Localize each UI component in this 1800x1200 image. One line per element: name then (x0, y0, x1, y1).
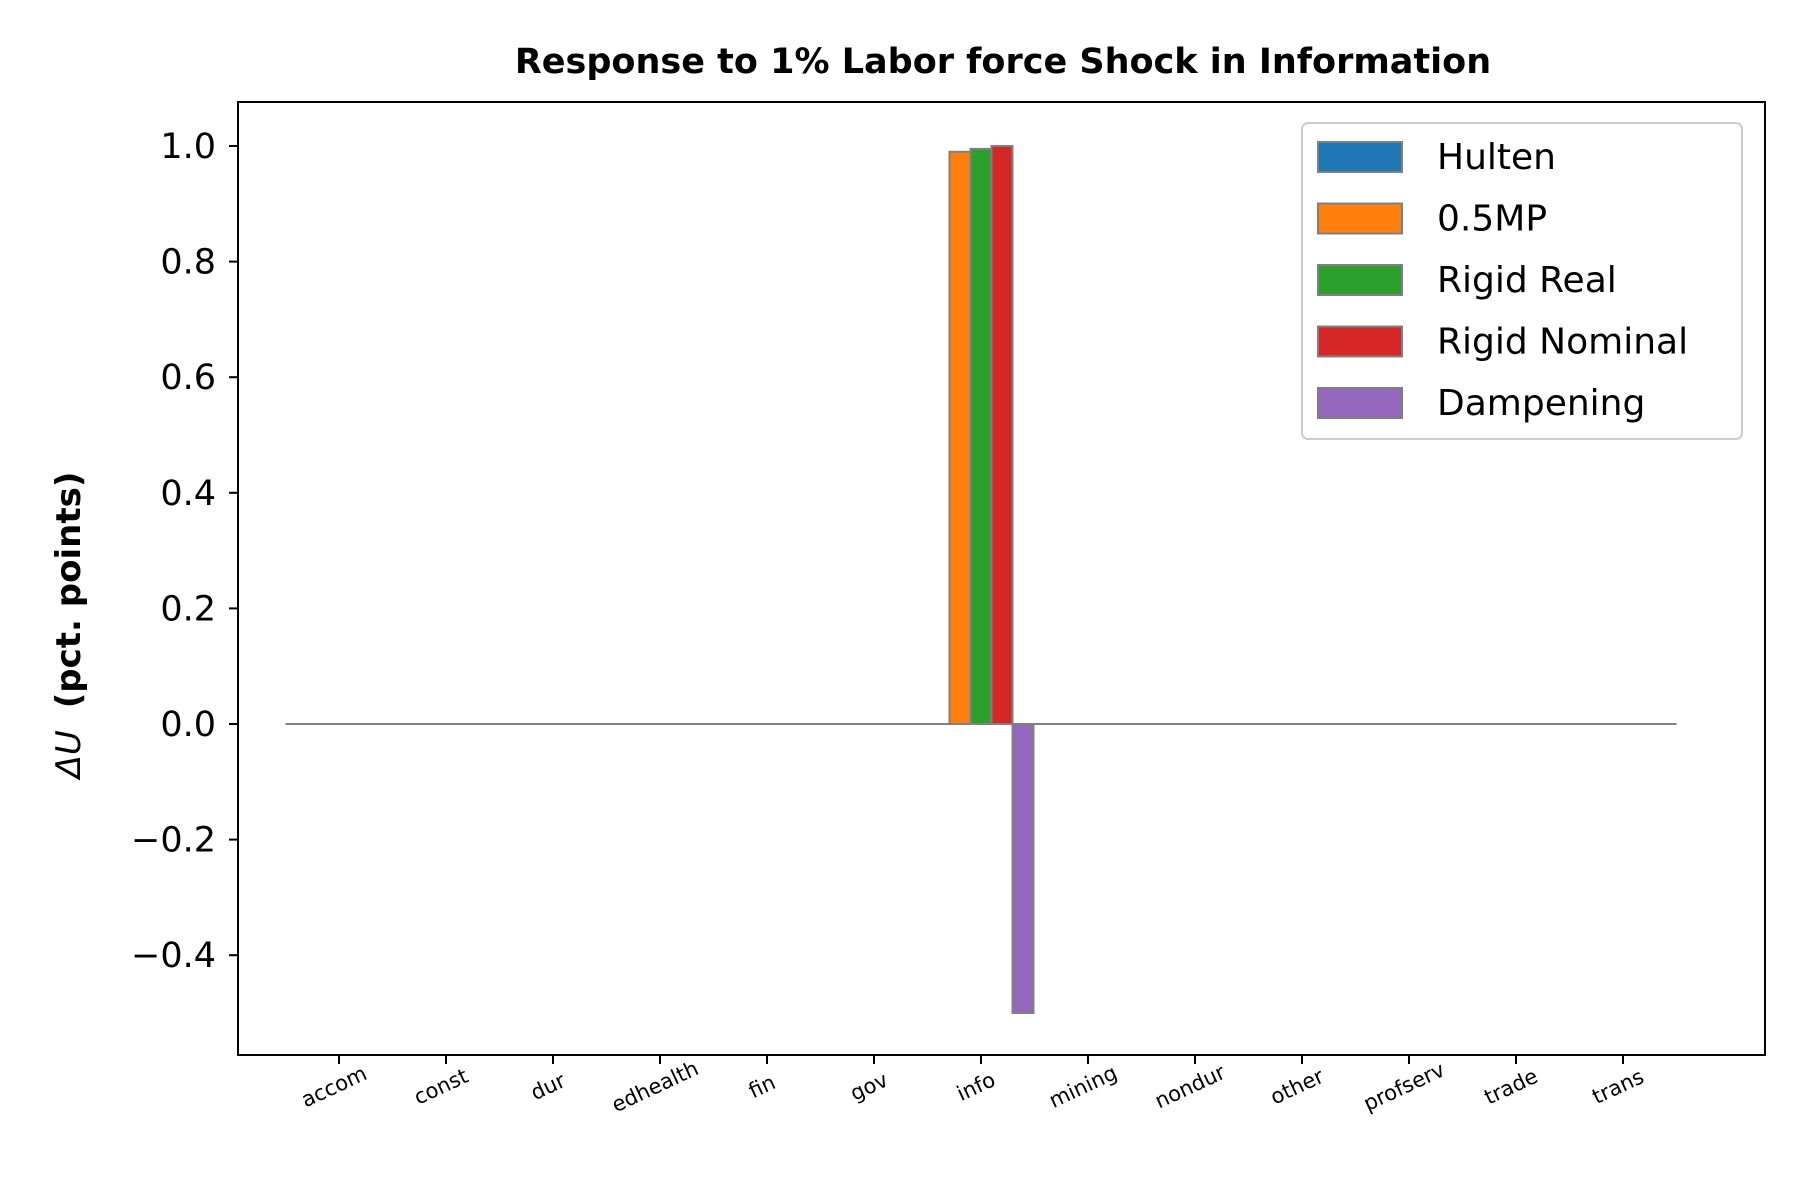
bars-layer (285, 145, 1677, 1014)
y-tick-label: 0.0 (160, 705, 216, 745)
x-tick-label: edhealth (608, 1056, 702, 1117)
legend-swatch-rigid-real (1317, 264, 1403, 296)
bar-rigid-nominal-info (990, 145, 1014, 725)
y-tick-label: 0.6 (160, 358, 216, 398)
x-tick-label: dur (527, 1068, 569, 1105)
x-tick-label: trans (1589, 1064, 1648, 1109)
legend-swatch-0-5mp (1317, 202, 1403, 235)
legend-swatch-hulten (1317, 141, 1403, 173)
x-tick-label: info (953, 1067, 999, 1105)
legend: Hulten 0.5MP Rigid Real Rigid Nominal Dampen… (1301, 122, 1743, 440)
bar-0-5mp-info (948, 150, 972, 725)
chart-title: Response to 1% Labor force Shock in Info… (515, 42, 1491, 82)
bar-rigid-real-info (969, 147, 993, 725)
legend-swatch-rigid-nominal (1317, 325, 1403, 358)
y-axis-label: ΔU (pct. points) (49, 472, 89, 782)
y-axis-label-text: (pct. points) (49, 472, 89, 709)
legend-swatch-dampening (1317, 387, 1403, 419)
bar-dampening-info (1011, 723, 1035, 1014)
legend-label-rigid-real: Rigid Real (1437, 260, 1617, 301)
x-tick-label: const (410, 1064, 472, 1110)
legend-label-0-5mp: 0.5MP (1437, 199, 1547, 240)
x-tick-label: fin (745, 1070, 779, 1103)
y-tick-label: 0.2 (160, 589, 216, 629)
x-tick-label: profserv (1360, 1057, 1449, 1115)
y-tick-label: 0.8 (160, 243, 216, 283)
y-tick-label: −0.4 (131, 936, 216, 976)
legend-label-hulten: Hulten (1437, 137, 1556, 178)
y-tick-label: 0.4 (160, 474, 216, 514)
legend-label-dampening: Dampening (1437, 383, 1645, 424)
x-tick-label: gov (846, 1068, 891, 1106)
x-tick-label: other (1267, 1064, 1328, 1110)
x-tick-label: nondur (1151, 1060, 1229, 1113)
x-tick-label: accom (298, 1061, 371, 1112)
legend-box (1301, 122, 1743, 440)
x-tick-label: trade (1481, 1064, 1542, 1109)
y-axis-label-symbol: ΔU (49, 730, 89, 781)
x-tick-label: mining (1045, 1061, 1120, 1113)
plot-frame (237, 101, 1766, 1056)
legend-label-rigid-nominal: Rigid Nominal (1437, 322, 1688, 363)
y-tick-label: 1.0 (160, 127, 216, 167)
y-tick-label: −0.2 (131, 821, 216, 861)
